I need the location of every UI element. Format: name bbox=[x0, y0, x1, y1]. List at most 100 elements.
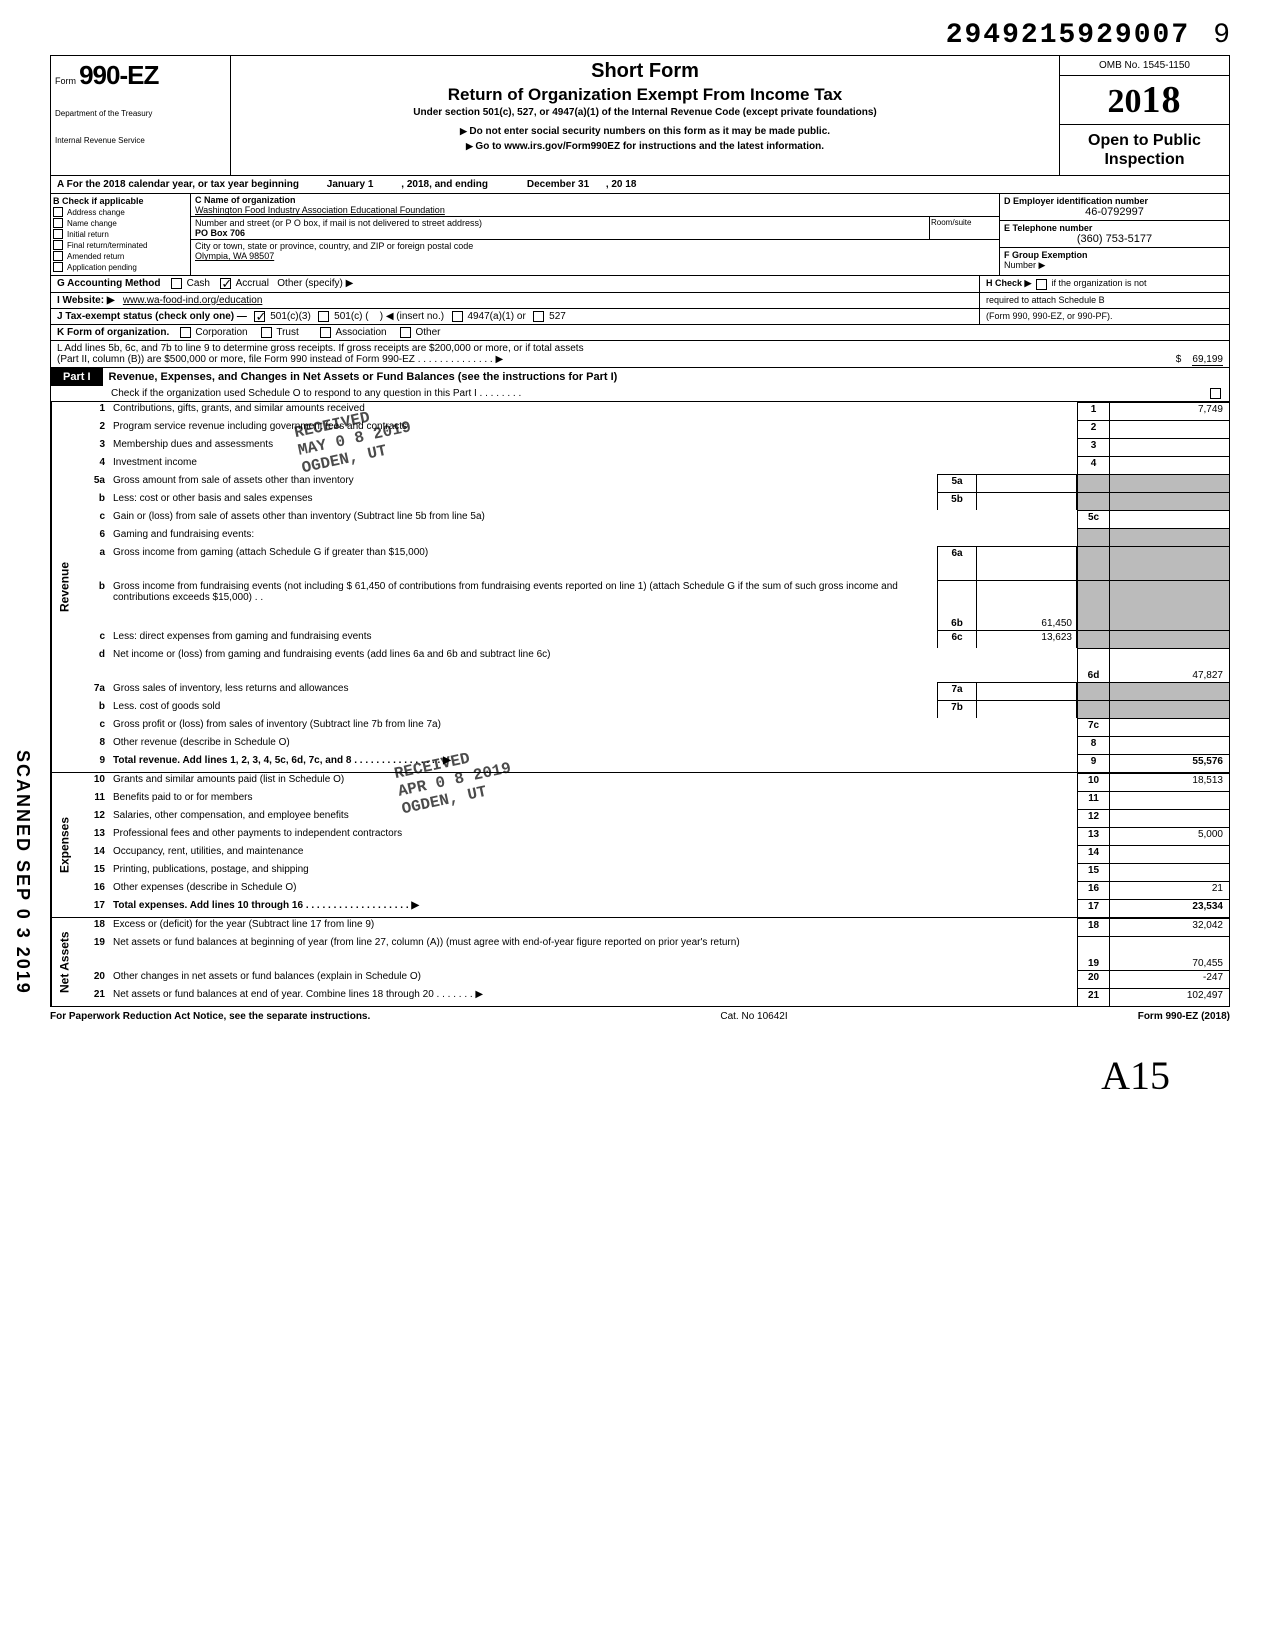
top-row: 2949215929007 9 bbox=[50, 20, 1230, 51]
addr-header: Number and street (or P O box, if mail i… bbox=[195, 218, 482, 228]
line-14: 14Occupancy, rent, utilities, and mainte… bbox=[77, 845, 1229, 863]
part-1-title: Revenue, Expenses, and Changes in Net As… bbox=[103, 368, 1229, 386]
section-bcd: B Check if applicable Address change Nam… bbox=[50, 194, 1230, 275]
checkbox-icon bbox=[53, 229, 63, 239]
open-line1: Open to Public bbox=[1066, 131, 1223, 150]
501c-label: 501(c) ( bbox=[334, 311, 368, 322]
l-line2: (Part II, column (B)) are $500,000 or mo… bbox=[57, 354, 584, 365]
row-l: L Add lines 5b, 6c, and 7b to line 9 to … bbox=[50, 340, 1230, 368]
part-1-sub: Check if the organization used Schedule … bbox=[51, 386, 1229, 401]
org-name-row: C Name of organization Washington Food I… bbox=[191, 194, 999, 217]
chk-corp[interactable] bbox=[180, 327, 191, 338]
4947-label: 4947(a)(1) or bbox=[467, 311, 525, 322]
row-a-tax-year: A For the 2018 calendar year, or tax yea… bbox=[50, 176, 1230, 194]
chk-app-pending[interactable]: Application pending bbox=[53, 262, 188, 272]
tel-header: E Telephone number bbox=[1004, 223, 1092, 233]
h-text2: required to attach Schedule B bbox=[986, 295, 1105, 305]
line-11: 11Benefits paid to or for members11 bbox=[77, 791, 1229, 809]
h-label: H Check ▶ bbox=[986, 278, 1031, 288]
subtitle: Under section 501(c), 527, or 4947(a)(1)… bbox=[239, 107, 1051, 118]
part-1-header: Part I Revenue, Expenses, and Changes in… bbox=[51, 368, 1229, 386]
line-8: 8Other revenue (describe in Schedule O)8 bbox=[77, 736, 1229, 754]
chk-4947[interactable] bbox=[452, 311, 463, 322]
row-a-text: For the 2018 calendar year, or tax year … bbox=[67, 179, 299, 190]
row-a-label: A bbox=[57, 179, 64, 190]
row-j: J Tax-exempt status (check only one) — 5… bbox=[50, 308, 1230, 324]
chk-501c[interactable] bbox=[318, 311, 329, 322]
room-suite: Room/suite bbox=[929, 217, 999, 240]
chk-sched-b[interactable] bbox=[1036, 279, 1047, 290]
j-label: J Tax-exempt status (check only one) — bbox=[57, 311, 247, 322]
page-number: 9 bbox=[1213, 20, 1230, 51]
line-12: 12Salaries, other compensation, and empl… bbox=[77, 809, 1229, 827]
group-exemption-row: F Group Exemption Number ▶ bbox=[1000, 248, 1229, 273]
header-left: Form 990-EZ Department of the Treasury I… bbox=[51, 56, 231, 175]
line-6: 6Gaming and fundraising events: bbox=[77, 528, 1229, 546]
chk-amended[interactable]: Amended return bbox=[53, 251, 188, 261]
checkbox-icon bbox=[53, 240, 63, 250]
chk-527[interactable] bbox=[533, 311, 544, 322]
insert-no: ) ◀ (insert no.) bbox=[380, 311, 444, 322]
grp-header: F Group Exemption bbox=[1004, 250, 1088, 260]
row-g: G Accounting Method Cash Accrual Other (… bbox=[50, 275, 1230, 291]
revenue-label: Revenue bbox=[51, 402, 77, 772]
line-6c: cLess: direct expenses from gaming and f… bbox=[77, 630, 1229, 648]
short-form-title: Short Form bbox=[239, 60, 1051, 83]
chk-trust[interactable] bbox=[261, 327, 272, 338]
line-2: 2Program service revenue including gover… bbox=[77, 420, 1229, 438]
expenses-label: Expenses bbox=[51, 773, 77, 917]
header-center: Short Form Return of Organization Exempt… bbox=[231, 56, 1059, 175]
omb-number: OMB No. 1545-1150 bbox=[1060, 56, 1229, 76]
line-6d: dNet income or (loss) from gaming and fu… bbox=[77, 648, 1229, 682]
city-header: City or town, state or province, country… bbox=[195, 241, 473, 251]
city-row: City or town, state or province, country… bbox=[191, 240, 999, 262]
telephone-row: E Telephone number (360) 753-5177 bbox=[1000, 221, 1229, 248]
footer-left: For Paperwork Reduction Act Notice, see … bbox=[50, 1011, 370, 1022]
net-assets-section: Net Assets 18Excess or (deficit) for the… bbox=[50, 918, 1230, 1007]
line-10: 10Grants and similar amounts paid (list … bbox=[77, 773, 1229, 791]
chk-cash[interactable] bbox=[171, 278, 182, 289]
form-number: 990-EZ bbox=[79, 60, 158, 90]
g-label: G Accounting Method bbox=[57, 279, 161, 290]
row-a-mid: , 2018, and ending bbox=[401, 179, 488, 190]
checkbox-icon bbox=[53, 218, 63, 228]
line-20: 20Other changes in net assets or fund ba… bbox=[77, 970, 1229, 988]
signature: A15 bbox=[50, 1052, 1170, 1099]
assoc-label: Association bbox=[335, 327, 386, 338]
line-17: 17Total expenses. Add lines 10 through 1… bbox=[77, 899, 1229, 917]
column-d: D Employer identification number 46-0792… bbox=[999, 194, 1229, 275]
chk-name-change[interactable]: Name change bbox=[53, 218, 188, 228]
period-begin: January 1 bbox=[327, 179, 374, 190]
chk-other-org[interactable] bbox=[400, 327, 411, 338]
chk-schedule-o[interactable] bbox=[1210, 388, 1221, 399]
chk-501c3[interactable] bbox=[254, 311, 265, 322]
row-h: H Check ▶ if the organization is not bbox=[979, 276, 1229, 291]
line-15: 15Printing, publications, postage, and s… bbox=[77, 863, 1229, 881]
chk-accrual[interactable] bbox=[220, 278, 231, 289]
cash-label: Cash bbox=[187, 279, 210, 290]
dept-irs: Internal Revenue Service bbox=[55, 136, 226, 145]
ein: 46-0792997 bbox=[1004, 206, 1225, 218]
dept-treasury: Department of the Treasury bbox=[55, 109, 226, 118]
open-to-public: Open to Public Inspection bbox=[1060, 125, 1229, 175]
chk-assoc[interactable] bbox=[320, 327, 331, 338]
footer-cat: Cat. No 10642I bbox=[720, 1011, 787, 1022]
line-1: 1Contributions, gifts, grants, and simil… bbox=[77, 402, 1229, 420]
l-line1: L Add lines 5b, 6c, and 7b to line 9 to … bbox=[57, 343, 584, 354]
checkbox-icon bbox=[53, 251, 63, 261]
line-5c: cGain or (loss) from sale of assets othe… bbox=[77, 510, 1229, 528]
part-1-label: Part I bbox=[51, 368, 103, 386]
line-7c: cGross profit or (loss) from sales of in… bbox=[77, 718, 1229, 736]
chk-initial-return[interactable]: Initial return bbox=[53, 229, 188, 239]
org-name: Washington Food Industry Association Edu… bbox=[195, 205, 445, 215]
chk-final-return[interactable]: Final return/terminated bbox=[53, 240, 188, 250]
line-18: 18Excess or (deficit) for the year (Subt… bbox=[77, 918, 1229, 936]
part-1-subtext: Check if the organization used Schedule … bbox=[111, 388, 521, 399]
chk-address-change[interactable]: Address change bbox=[53, 207, 188, 217]
other-specify: Other (specify) ▶ bbox=[277, 279, 353, 290]
header-right: OMB No. 1545-1150 2018 Open to Public In… bbox=[1059, 56, 1229, 175]
line-7b: bLess. cost of goods sold7b bbox=[77, 700, 1229, 718]
city: Olympia, WA 98507 bbox=[195, 251, 274, 261]
trust-label: Trust bbox=[276, 327, 298, 338]
line-6a: aGross income from gaming (attach Schedu… bbox=[77, 546, 1229, 580]
